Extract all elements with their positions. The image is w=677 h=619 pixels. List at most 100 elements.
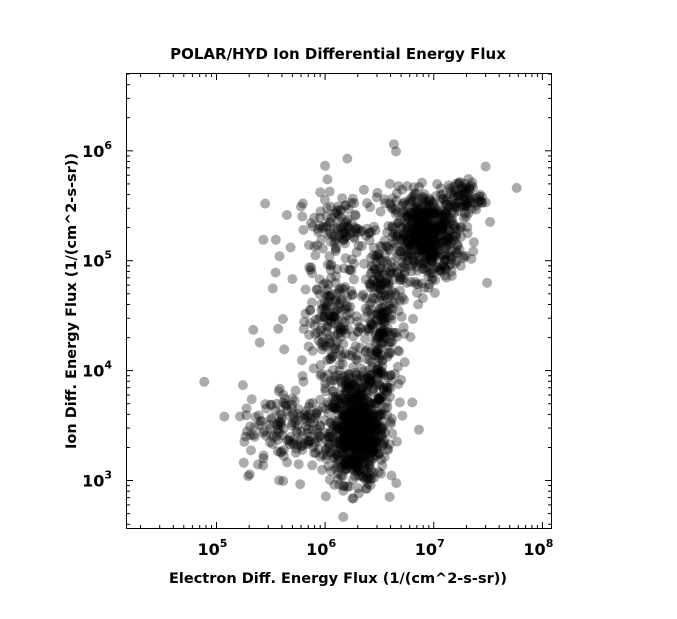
data-point [340, 412, 351, 423]
data-point [461, 198, 472, 209]
data-point [412, 226, 423, 237]
data-point [371, 192, 382, 203]
data-point [315, 325, 326, 336]
data-point [257, 416, 268, 427]
data-point [375, 410, 385, 420]
data-point [425, 240, 436, 251]
data-point [377, 328, 388, 339]
data-point [245, 421, 255, 432]
data-point [324, 186, 335, 197]
data-point [365, 202, 376, 213]
data-point [348, 475, 358, 485]
data-point [406, 223, 417, 234]
data-point [312, 284, 323, 295]
data-point [426, 235, 437, 246]
data-point [412, 223, 423, 234]
data-point [298, 376, 309, 387]
data-point [421, 199, 431, 210]
data-point [351, 442, 362, 453]
data-point [349, 442, 360, 453]
data-point [311, 284, 322, 295]
data-point [374, 249, 385, 259]
data-point [284, 439, 295, 450]
data-point [258, 450, 269, 461]
data-point [351, 462, 362, 472]
data-point [424, 239, 435, 250]
data-point [296, 426, 307, 437]
data-point [449, 198, 460, 209]
data-point [317, 243, 328, 254]
data-point [410, 276, 421, 287]
data-point [367, 448, 377, 459]
data-point [371, 379, 382, 390]
data-point [357, 382, 368, 393]
data-point [441, 206, 452, 217]
data-point [353, 240, 364, 251]
data-point [350, 438, 361, 449]
data-point [387, 274, 398, 285]
data-point [412, 200, 422, 211]
data-point [347, 493, 358, 504]
data-point [365, 455, 376, 466]
data-point [453, 178, 464, 189]
data-point [366, 318, 377, 329]
data-point [441, 195, 452, 206]
data-point [428, 232, 439, 243]
data-point [359, 443, 370, 454]
data-point [357, 443, 368, 454]
data-point [417, 177, 427, 188]
data-point [437, 220, 448, 231]
data-point [329, 208, 340, 219]
data-point [451, 178, 462, 189]
data-point [371, 279, 382, 289]
data-point [357, 471, 368, 482]
data-point [410, 221, 421, 232]
data-point [350, 222, 361, 233]
data-point [395, 215, 406, 226]
data-point [347, 254, 357, 265]
data-point [348, 274, 359, 285]
data-point [465, 194, 476, 204]
data-point [333, 214, 344, 225]
data-point [412, 230, 423, 241]
data-point [335, 324, 346, 335]
data-point [338, 431, 348, 442]
data-point [366, 376, 377, 387]
data-point [342, 370, 353, 381]
data-point [366, 419, 377, 430]
data-point [384, 198, 395, 209]
data-point [290, 417, 300, 428]
data-point [359, 418, 370, 429]
data-point [349, 417, 360, 428]
data-point [331, 420, 342, 431]
data-point [444, 212, 455, 222]
data-point [459, 195, 470, 205]
data-point [271, 419, 282, 430]
data-point [330, 343, 341, 354]
data-point [389, 287, 400, 298]
data-point [365, 399, 375, 409]
data-point [407, 229, 418, 240]
data-point [363, 420, 374, 431]
data-point [338, 234, 349, 245]
data-point [379, 403, 390, 414]
data-point [411, 233, 422, 244]
data-point [299, 409, 310, 420]
data-point [457, 181, 468, 192]
data-point [358, 439, 369, 450]
data-point [391, 195, 402, 206]
data-point [297, 211, 308, 222]
data-point [382, 402, 393, 413]
data-point [323, 408, 334, 419]
data-point [351, 450, 362, 460]
data-point [436, 237, 447, 247]
data-point [443, 261, 454, 271]
data-point [361, 409, 372, 420]
data-point [324, 354, 335, 364]
data-point [372, 333, 382, 344]
data-point [356, 446, 367, 457]
data-point [346, 378, 357, 389]
data-point [374, 332, 385, 343]
data-point [371, 268, 382, 279]
data-point [370, 398, 381, 409]
